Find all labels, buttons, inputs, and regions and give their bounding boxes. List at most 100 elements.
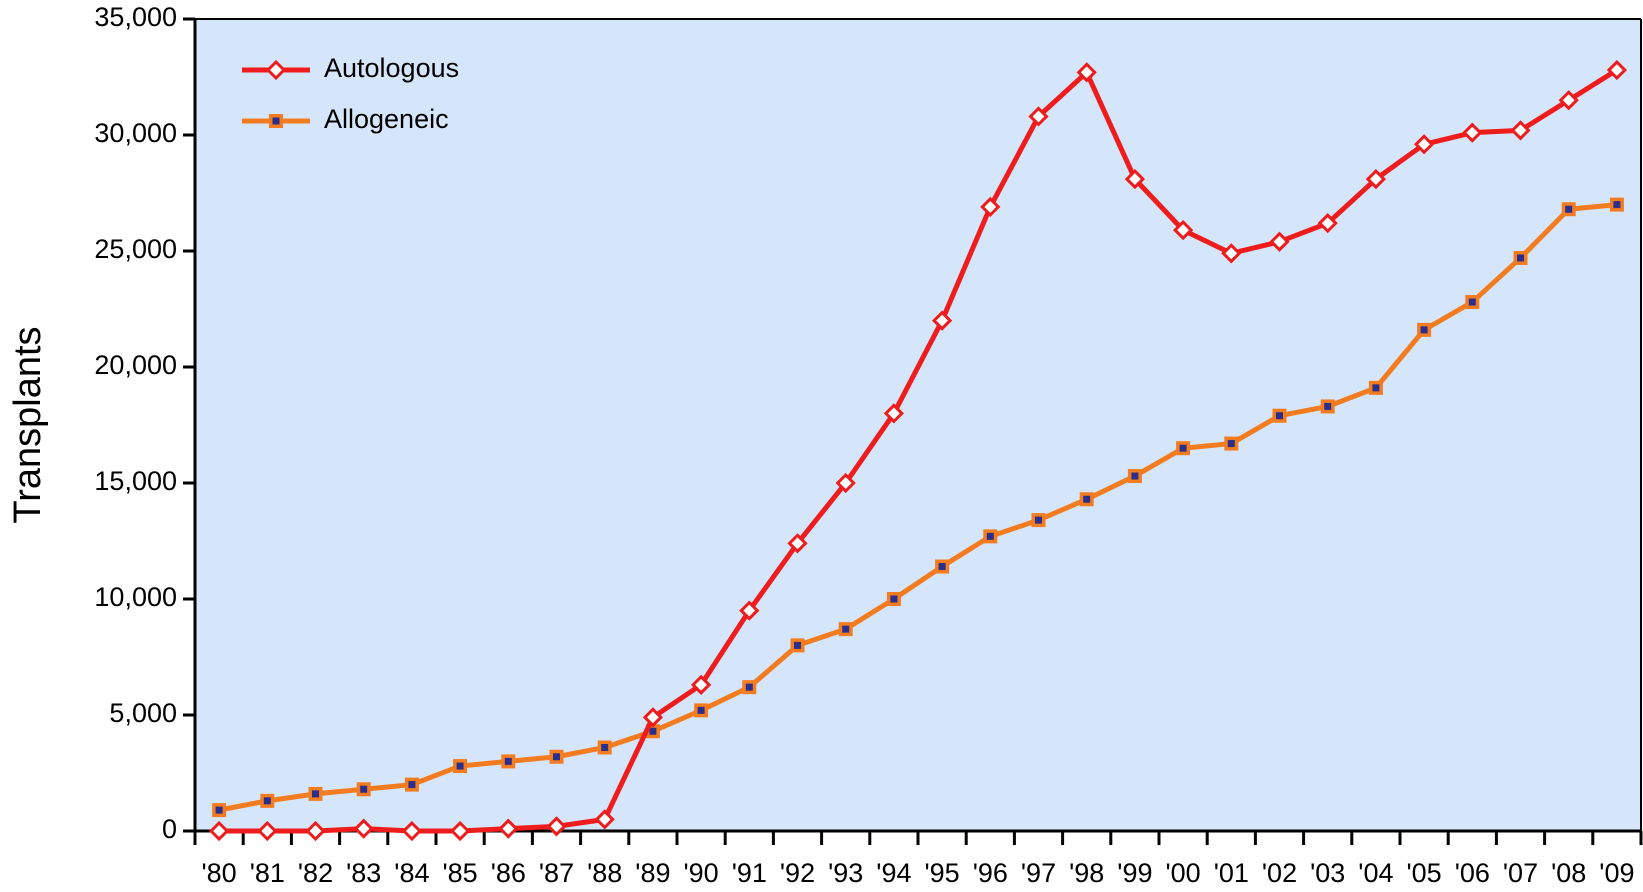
- data-point: [1079, 492, 1094, 507]
- marker-center: [1083, 495, 1091, 503]
- x-tick-label: '98: [1069, 858, 1104, 888]
- data-point: [212, 803, 227, 818]
- data-point: [260, 793, 275, 808]
- data-point: [835, 472, 856, 494]
- data-point: [1076, 62, 1097, 83]
- data-point: [1031, 513, 1046, 528]
- data-point: [838, 622, 853, 637]
- marker-center: [890, 595, 898, 603]
- data-point: [308, 786, 323, 801]
- data-point: [1317, 213, 1338, 234]
- x-tick-label: '00: [1166, 858, 1201, 888]
- marker-center: [1035, 516, 1042, 524]
- data-point: [449, 820, 471, 842]
- x-tick-label: '87: [539, 858, 574, 888]
- x-tick-label: '09: [1599, 858, 1634, 888]
- x-tick-label: '03: [1310, 858, 1345, 888]
- y-tick-label: 25,000: [94, 234, 177, 264]
- data-point: [1365, 168, 1387, 190]
- data-point: [404, 777, 419, 792]
- x-tick-label: '86: [491, 858, 526, 888]
- data-point: [549, 749, 564, 764]
- marker-center: [745, 683, 753, 691]
- y-tick-label: 35,000: [94, 2, 177, 32]
- data-point: [1224, 436, 1239, 451]
- x-tick-label: '07: [1503, 858, 1538, 888]
- marker-center: [842, 625, 850, 633]
- data-point: [642, 707, 664, 728]
- marker-center: [553, 753, 560, 761]
- data-point: [1609, 197, 1624, 212]
- data-point: [935, 559, 950, 574]
- marker-center: [1227, 440, 1235, 448]
- data-point: [453, 759, 468, 774]
- x-tick-label: '01: [1214, 858, 1249, 888]
- data-point: [1561, 202, 1576, 217]
- x-tick-label: '99: [1117, 858, 1152, 888]
- plot-background: [195, 19, 1641, 831]
- data-point: [694, 703, 709, 718]
- data-point: [208, 820, 230, 842]
- marker-center: [1565, 205, 1573, 213]
- x-tick-label: '97: [1021, 858, 1056, 888]
- data-point: [1124, 168, 1146, 190]
- marker-center: [1517, 254, 1524, 262]
- marker-center: [794, 641, 801, 649]
- x-tick-label: '89: [635, 858, 670, 888]
- marker-center: [986, 532, 994, 540]
- x-tick-label: '91: [732, 858, 767, 888]
- x-tick-label: '05: [1407, 858, 1442, 888]
- marker-center: [1276, 412, 1283, 420]
- x-tick-label: '88: [587, 858, 622, 888]
- data-point: [546, 816, 567, 837]
- data-point: [597, 740, 612, 755]
- data-point: [1606, 59, 1628, 81]
- legend-marker: [269, 114, 283, 128]
- x-tick-label: '95: [925, 858, 960, 888]
- y-tick-label: 15,000: [94, 466, 177, 496]
- data-point: [257, 820, 278, 842]
- marker-center: [312, 790, 319, 798]
- marker-center: [1613, 201, 1621, 209]
- marker-center: [1324, 402, 1332, 410]
- marker-center: [697, 706, 705, 714]
- data-point: [931, 310, 953, 331]
- marker-center: [215, 806, 223, 814]
- legend-marker: [265, 59, 287, 81]
- x-tick-label: '83: [346, 858, 381, 888]
- data-point: [1221, 243, 1242, 264]
- data-point: [305, 820, 326, 842]
- data-point: [742, 680, 757, 695]
- data-point: [356, 782, 371, 797]
- marker-center: [272, 117, 280, 125]
- data-point: [1368, 380, 1383, 395]
- marker-center: [649, 727, 657, 735]
- data-point: [501, 754, 516, 769]
- y-tick-label: 30,000: [94, 118, 177, 148]
- marker-center: [1420, 326, 1428, 334]
- data-point: [1320, 399, 1335, 414]
- data-point: [790, 638, 805, 653]
- y-tick-label: 5,000: [109, 698, 177, 728]
- y-axis-title: Transplants: [7, 326, 49, 523]
- data-point: [1127, 469, 1142, 484]
- data-point: [1172, 219, 1194, 241]
- marker-center: [408, 781, 416, 789]
- data-point: [1465, 295, 1480, 310]
- x-tick-label: '85: [443, 858, 478, 888]
- legend-label: Allogeneic: [324, 104, 449, 134]
- x-tick-label: '08: [1551, 858, 1586, 888]
- data-point: [1558, 90, 1579, 111]
- data-point: [1028, 106, 1049, 127]
- data-point: [1417, 322, 1432, 337]
- data-point: [353, 818, 374, 839]
- data-point: [787, 533, 808, 554]
- marker-center: [601, 743, 609, 751]
- data-point: [1176, 441, 1191, 456]
- x-tick-label: '92: [780, 858, 815, 888]
- data-point: [980, 196, 1001, 218]
- data-point: [883, 403, 905, 424]
- data-point: [1269, 231, 1290, 252]
- data-point: [1272, 408, 1287, 423]
- x-tick-label: '94: [876, 858, 911, 888]
